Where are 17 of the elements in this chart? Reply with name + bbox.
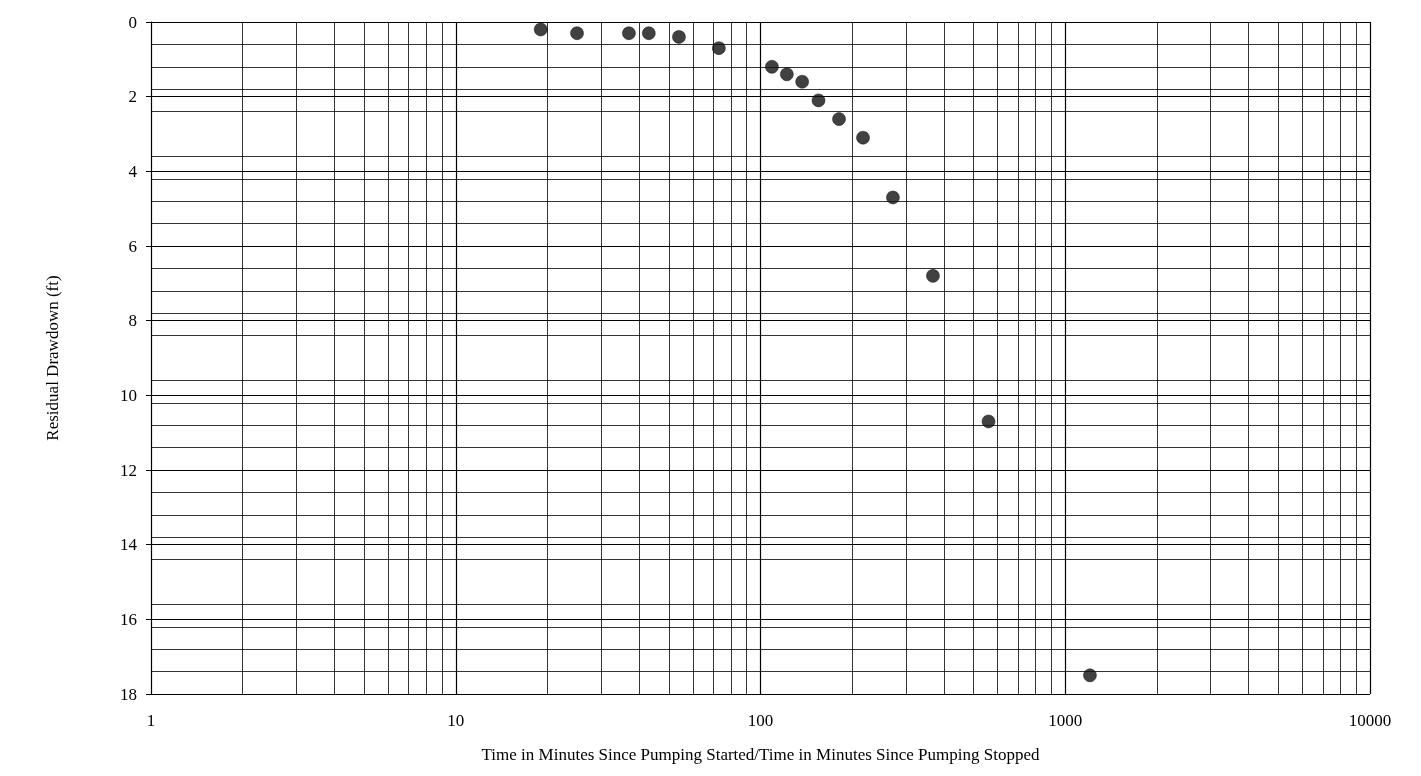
x-tick-label: 1000 <box>1048 711 1083 730</box>
x-tick-label: 10 <box>447 711 465 730</box>
y-tick-label: 8 <box>128 311 137 331</box>
y-tick-label: 2 <box>128 87 137 107</box>
y-tick-label: 6 <box>128 236 137 256</box>
x-tick-label: 100 <box>747 711 774 730</box>
x-axis-title: Time in Minutes Since Pumping Started/Time in Minutes Since Pumping Stopped <box>481 745 1040 764</box>
y-tick-label: 12 <box>120 460 137 480</box>
y-axis-title: Residual Drawdown (ft) <box>43 275 62 441</box>
x-tick-label: 1 <box>146 711 156 730</box>
y-tick-label: 18 <box>120 684 137 704</box>
y-tick-label: 10 <box>120 385 137 405</box>
y-tick-label: 4 <box>128 161 138 181</box>
y-tick-label: 0 <box>128 12 137 32</box>
y-tick-label: 16 <box>120 609 137 629</box>
y-tick-label: 14 <box>120 535 138 555</box>
x-tick-label: 10000 <box>1348 711 1392 730</box>
